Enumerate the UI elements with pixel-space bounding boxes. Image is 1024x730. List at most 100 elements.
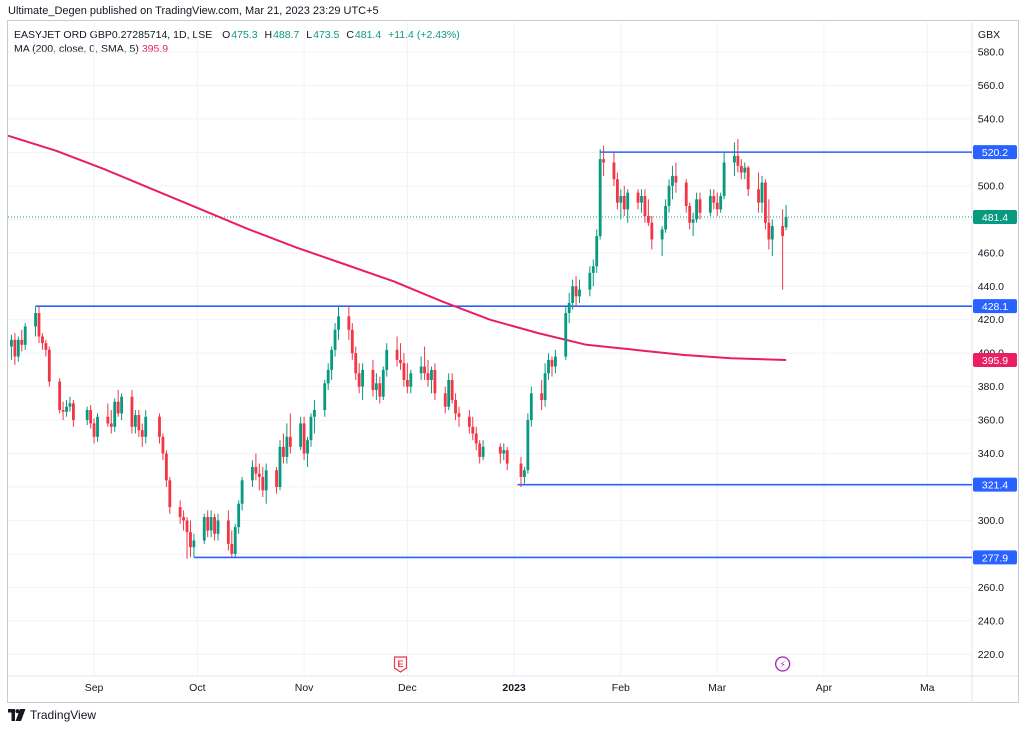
- y-tick-label: 260.0: [978, 582, 1004, 594]
- candle-body: [347, 316, 351, 330]
- candle-body: [168, 480, 172, 508]
- candle-body: [137, 415, 141, 431]
- candle-body: [182, 517, 185, 521]
- candle-body: [405, 379, 409, 387]
- candle: [299, 416, 303, 451]
- candle: [233, 523, 237, 558]
- y-tick-label: 380.0: [978, 381, 1004, 393]
- candle: [691, 212, 695, 237]
- price-labels: 520.2 428.1 321.4 277.9 481.4 395.9: [973, 145, 1017, 565]
- candle-body: [357, 373, 361, 387]
- publisher-line: Ultimate_Degen published on TradingView.…: [8, 5, 379, 17]
- candle: [282, 433, 285, 464]
- candle: [65, 400, 68, 417]
- candle-body: [564, 313, 568, 357]
- dividend-event-icon[interactable]: ⚡: [774, 656, 791, 672]
- candle: [399, 343, 402, 370]
- close-label: C: [346, 29, 354, 41]
- candle: [715, 192, 719, 217]
- candle: [554, 349, 557, 374]
- candle: [784, 204, 788, 231]
- candle-body: [598, 159, 602, 237]
- candle-body: [158, 416, 161, 437]
- candle-body: [430, 369, 433, 380]
- candle: [646, 199, 650, 227]
- candle: [137, 410, 141, 437]
- candle: [113, 398, 117, 432]
- candle-body: [588, 272, 592, 290]
- candle-body: [113, 401, 117, 427]
- candle-body: [660, 229, 664, 240]
- candle: [767, 199, 771, 250]
- candle: [498, 443, 502, 464]
- candle: [326, 363, 330, 390]
- candle: [323, 379, 327, 417]
- candle-body: [10, 339, 13, 347]
- candle-body: [337, 316, 340, 330]
- candle: [695, 192, 698, 223]
- earnings-event-icon[interactable]: E: [393, 656, 408, 673]
- candle: [626, 189, 630, 223]
- candle-body: [65, 406, 68, 412]
- candle: [660, 226, 664, 257]
- candle: [502, 443, 506, 461]
- candle-body: [278, 446, 282, 487]
- candle: [381, 366, 385, 401]
- candle: [526, 413, 530, 474]
- candle: [106, 403, 110, 427]
- grid: [8, 22, 972, 676]
- candle: [743, 162, 747, 180]
- candle: [612, 152, 616, 186]
- y-axis: GBX 580.0560.0540.0520.0500.0480.0460.04…: [978, 29, 1004, 661]
- candle-body: [306, 440, 309, 454]
- candle: [251, 460, 254, 487]
- candle-body: [233, 527, 237, 554]
- candle-body: [402, 363, 406, 380]
- candle: [185, 517, 189, 559]
- resistance-line-520-tag-bg: [973, 145, 1017, 160]
- candle-body: [481, 446, 485, 457]
- candle: [736, 139, 740, 173]
- candle: [454, 393, 457, 421]
- dividend-badge: [774, 656, 791, 672]
- dividend-symbol: ⚡: [779, 661, 785, 671]
- candle: [529, 386, 533, 427]
- support-line-278-tag-text: 277.9: [982, 552, 1008, 564]
- candle-body: [595, 236, 599, 267]
- candle-body: [58, 381, 62, 411]
- candle-body: [330, 349, 334, 370]
- candle-body: [505, 450, 509, 464]
- open-value: 475.3: [231, 29, 258, 41]
- candle-body: [264, 470, 268, 491]
- candle: [722, 152, 726, 200]
- candle: [354, 346, 358, 380]
- x-tick-label: Apr: [816, 682, 833, 694]
- candle: [230, 530, 234, 558]
- candle: [760, 175, 764, 213]
- candle-body: [216, 520, 220, 534]
- candle: [739, 159, 743, 180]
- candle: [547, 353, 550, 380]
- event-markers[interactable]: E ⚡: [393, 656, 791, 673]
- candle-body: [615, 179, 619, 203]
- candle-body: [189, 532, 192, 548]
- candle: [288, 413, 292, 454]
- candle: [168, 476, 172, 514]
- candle: [350, 323, 354, 360]
- support-line-278-tag: 277.9: [973, 550, 1017, 565]
- candle-body: [130, 396, 134, 427]
- candle: [240, 476, 244, 511]
- candle: [395, 336, 399, 367]
- candle: [419, 356, 423, 380]
- candle: [140, 423, 144, 447]
- candle-body: [743, 167, 747, 173]
- candle: [688, 202, 692, 230]
- candle: [158, 413, 161, 444]
- candle: [405, 363, 409, 394]
- candle-body: [612, 162, 616, 180]
- candle: [96, 413, 99, 442]
- candle-body: [498, 446, 502, 454]
- candle: [44, 339, 48, 357]
- candle-body: [133, 415, 137, 427]
